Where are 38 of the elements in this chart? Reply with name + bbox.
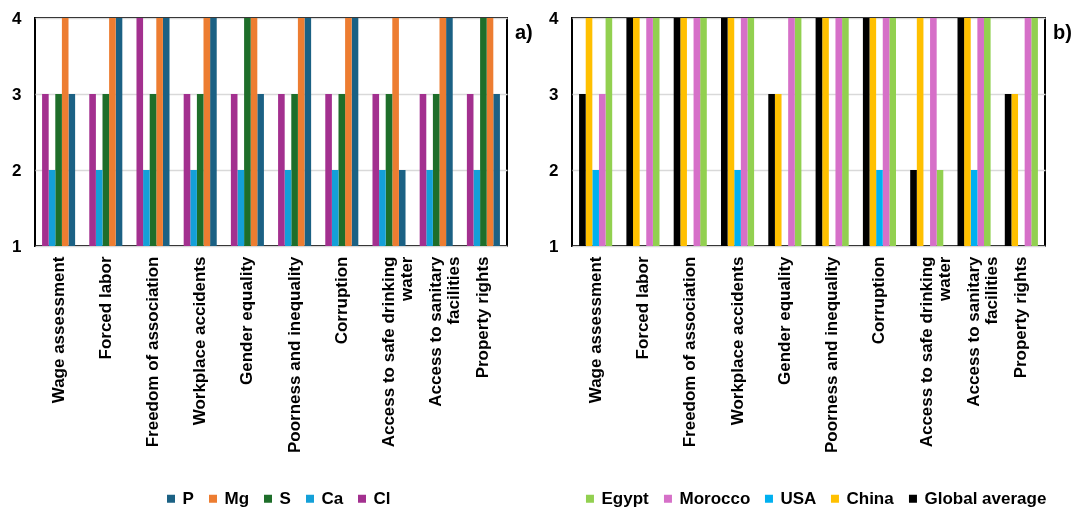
y-tick-label: 3 [12, 84, 22, 104]
x-tick-label: Property rights [1011, 256, 1031, 379]
x-tick-label: Poorness and inequality [284, 255, 304, 453]
x-tick-label: Corruption [869, 256, 889, 345]
y-tick-label: 3 [549, 84, 559, 104]
y-tick-label: 1 [549, 236, 559, 256]
x-tick-label: Forced labor [632, 256, 652, 360]
x-tick-label: Workplace accidents [190, 256, 210, 426]
x-tick-label: Gender equality [774, 255, 794, 385]
legend-label: S [279, 488, 291, 508]
x-tick-label: Wage assessment [585, 256, 605, 404]
y-tick-label: 4 [549, 8, 560, 28]
x-tick-label: Access to safe drinking water [916, 256, 954, 448]
y-tick-label: 1 [12, 236, 22, 256]
legend-label: Ca [321, 488, 344, 508]
y-tick-label: 2 [549, 160, 559, 180]
chart-title: a) [515, 21, 533, 43]
x-tick-label: Forced labor [95, 256, 115, 360]
legend-label: Morocco [679, 488, 751, 508]
legend-label: Egypt [601, 488, 650, 508]
x-tick-label: Freedom of association [680, 256, 700, 448]
y-tick-label: 4 [12, 8, 23, 28]
legend-label: Global average [924, 488, 1047, 508]
x-tick-label: Workplace accidents [727, 256, 747, 426]
chart-title: b) [1053, 21, 1072, 43]
y-tick-label: 2 [12, 160, 22, 180]
legend-label: Cl [373, 488, 391, 508]
x-tick-label: Corruption [331, 256, 351, 345]
x-tick-label: Property rights [473, 256, 493, 379]
legend-label: P [182, 488, 194, 508]
x-tick-label: Freedom of association [143, 256, 162, 448]
legend-label: China [846, 488, 895, 508]
x-tick-label: Gender equality [237, 255, 257, 385]
legend-label: Mg [224, 488, 250, 508]
legend-label: USA [780, 488, 817, 508]
x-tick-label: Poorness and inequality [822, 255, 842, 453]
x-tick-label: Wage assessment [48, 256, 68, 404]
x-tick-label: Access to safe drinking water [379, 256, 416, 448]
